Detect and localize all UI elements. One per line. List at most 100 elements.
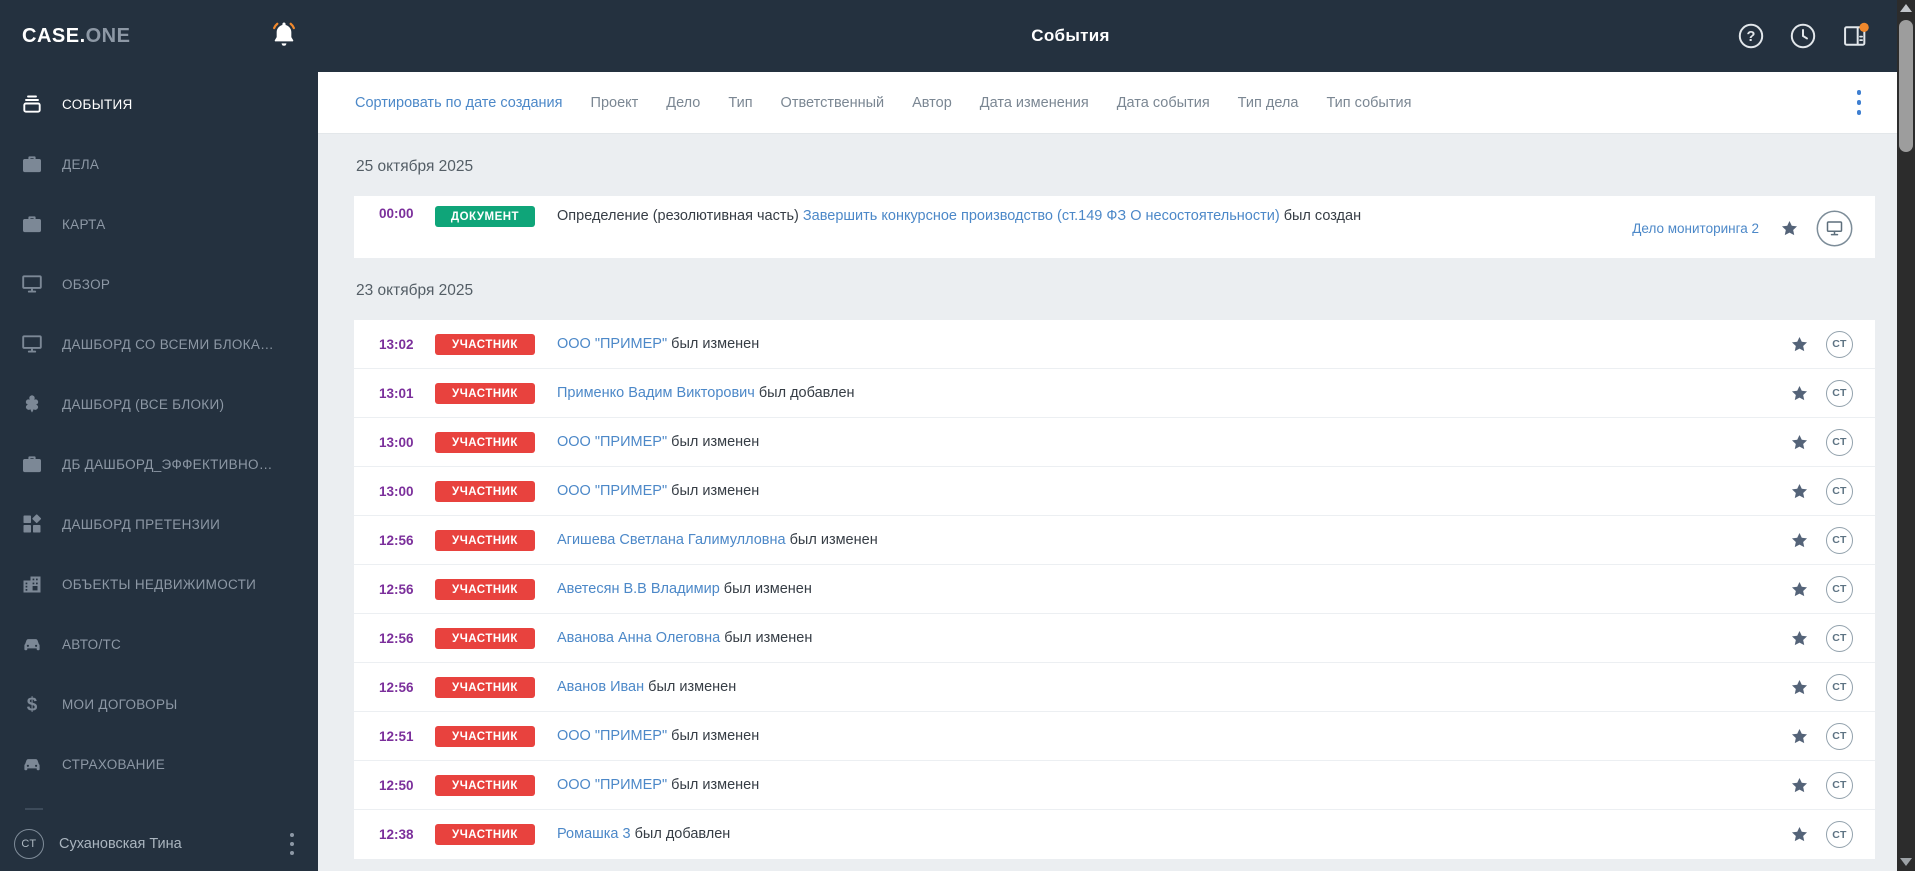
filter-1[interactable]: Дело [666,94,701,111]
author-avatar[interactable]: СТ [1826,821,1853,848]
help-icon[interactable]: ? [1737,22,1765,50]
notifications-bell-icon[interactable] [268,19,300,51]
event-entity-link[interactable]: ООО "ПРИМЕР" [557,727,668,744]
event-entity-link[interactable]: Агишева Светлана Галимулловна [557,531,786,548]
event-time: 12:56 [379,630,414,646]
author-avatar[interactable]: СТ [1826,526,1853,554]
event-text: Аванова Анна Олеговна был изменен [557,629,813,646]
event-entity-link[interactable]: Завершить конкурсное производство (ст.14… [802,208,1280,224]
author-avatar[interactable]: СТ [1826,330,1853,358]
star-icon[interactable] [1789,726,1810,747]
star-icon[interactable] [1779,218,1800,239]
star-icon[interactable] [1789,677,1810,698]
event-text: ООО "ПРИМЕР" был изменен [557,482,760,499]
author-avatar[interactable]: СТ [1826,673,1853,701]
history-clock-icon[interactable] [1789,22,1817,50]
brand-primary: CASE. [22,24,86,47]
author-avatar[interactable]: СТ [1826,477,1853,505]
event-text: ООО "ПРИМЕР" был изменен [557,433,760,450]
scroll-down-arrow-icon[interactable] [1900,858,1912,866]
sidebar-item-dashboard-all-blocks-2[interactable]: ДАШБОРД (ВСЕ БЛОКИ) [0,374,318,434]
event-time: 12:56 [379,581,414,597]
event-row[interactable]: 00:00 ДОКУМЕНТ Определение (резолютивная… [354,196,1875,258]
event-type-badge: УЧАСТНИК [435,725,535,747]
filter-7[interactable]: Тип дела [1237,94,1299,111]
star-icon[interactable] [1789,824,1810,845]
sidebar-item-label: МОИ ДОГОВОРЫ [62,696,178,712]
event-row[interactable]: 12:56 УЧАСТНИК Агишева Светлана Галимулл… [354,516,1875,565]
event-entity-link[interactable]: Аветесян В.В Владимир [557,580,720,597]
vertical-scrollbar[interactable] [1897,0,1915,871]
scrollbar-thumb[interactable] [1899,20,1913,152]
sidebar-item-my-contracts[interactable]: $ МОИ ДОГОВОРЫ [0,674,318,734]
event-entity-link[interactable]: ООО "ПРИМЕР" [557,776,668,793]
user-menu[interactable]: СТ Сухановская Тина [0,828,318,859]
sort-by-creation-date-link[interactable]: Сортировать по дате создания [355,94,563,111]
filter-6[interactable]: Дата события [1116,94,1210,111]
filter-8[interactable]: Тип события [1326,94,1412,111]
sidebar-item-map[interactable]: КАРТА [0,194,318,254]
event-row[interactable]: 13:00 УЧАСТНИК ООО "ПРИМЕР" был изменен … [354,467,1875,516]
filter-0[interactable]: Проект [590,94,639,111]
event-row[interactable]: 12:56 УЧАСТНИК Аванова Анна Олеговна был… [354,614,1875,663]
event-row[interactable]: 12:56 УЧАСТНИК Аветесян В.В Владимир был… [354,565,1875,614]
author-avatar[interactable]: СТ [1826,722,1853,750]
sidebar-item-label: ДБ ДАШБОРД_ЭФФЕКТИВНО… [62,456,273,472]
event-row[interactable]: 12:50 УЧАСТНИК ООО "ПРИМЕР" был изменен … [354,761,1875,810]
author-avatar[interactable]: СТ [1826,575,1853,603]
scroll-up-arrow-icon[interactable] [1900,4,1912,12]
event-entity-link[interactable]: Ромашка 3 [557,826,631,842]
filter-2[interactable]: Тип [728,94,753,111]
event-row[interactable]: 12:51 УЧАСТНИК ООО "ПРИМЕР" был изменен … [354,712,1875,761]
event-row[interactable]: 12:56 УЧАСТНИК Аванов Иван был изменен С… [354,663,1875,712]
event-row[interactable]: 12:38 УЧАСТНИК Ромашка 3 был добавлен СТ [354,810,1875,859]
monitoring-icon[interactable] [1816,210,1853,247]
star-icon[interactable] [1789,530,1810,551]
star-icon[interactable] [1789,628,1810,649]
sidebar-item-db-dashboard-efficiency[interactable]: ДБ ДАШБОРД_ЭФФЕКТИВНО… [0,434,318,494]
event-entity-link[interactable]: ООО "ПРИМЕР" [557,433,668,450]
event-entity-link[interactable]: Аванова Анна Олеговна [557,629,721,646]
event-row[interactable]: 13:00 УЧАСТНИК ООО "ПРИМЕР" был изменен … [354,418,1875,467]
sidebar-item-overview[interactable]: ОБЗОР [0,254,318,314]
author-avatar[interactable]: СТ [1826,771,1853,799]
star-icon[interactable] [1789,432,1810,453]
sidebar-item-real-estate[interactable]: ОБЪЕКТЫ НЕДВИЖИМОСТИ [0,554,318,614]
briefcase-icon [19,211,45,237]
sidebar-item-auto[interactable]: АВТО/ТС [0,614,318,674]
star-icon[interactable] [1789,481,1810,502]
event-text: Аветесян В.В Владимир был изменен [557,580,812,597]
author-avatar[interactable]: СТ [1826,379,1853,407]
sidebar-item-cases[interactable]: ДЕЛА [0,134,318,194]
filter-3[interactable]: Ответственный [780,94,885,111]
user-menu-kebab-icon[interactable] [284,828,300,859]
event-row-actions: СТ [1789,477,1853,505]
event-row[interactable]: 13:02 УЧАСТНИК ООО "ПРИМЕР" был изменен … [354,320,1875,369]
author-avatar[interactable]: СТ [1826,624,1853,652]
sidebar-item-events[interactable]: СОБЫТИЯ [0,74,318,134]
event-entity-link[interactable]: ООО "ПРИМЕР" [557,482,668,499]
author-avatar[interactable]: СТ [1826,428,1853,456]
event-entity-link[interactable]: Применко Вадим Викторович [557,384,755,401]
sidebar-item-label: ДАШБОРД ПРЕТЕНЗИИ [62,516,221,532]
event-entity-link[interactable]: ООО "ПРИМЕР" [557,335,668,352]
panel-toggle-icon[interactable] [1841,22,1869,50]
sidebar-item-dashboard-all-blocks-1[interactable]: ДАШБОРД СО ВСЕМИ БЛОКА… [0,314,318,374]
filter-4[interactable]: Автор [912,94,952,111]
sidebar-item-dashboard-claims[interactable]: ДАШБОРД ПРЕТЕНЗИИ [0,494,318,554]
star-icon[interactable] [1789,579,1810,600]
event-type-badge: ДОКУМЕНТ [435,206,535,227]
dollar-icon: $ [19,691,45,717]
dashboard-icon [19,511,45,537]
star-icon[interactable] [1789,775,1810,796]
case-link[interactable]: Дело мониторинга 2 [1632,220,1759,236]
star-icon[interactable] [1789,383,1810,404]
event-time: 13:02 [379,336,414,352]
event-entity-link[interactable]: Аванов Иван [557,678,645,695]
event-row[interactable]: 13:01 УЧАСТНИК Применко Вадим Викторович… [354,369,1875,418]
sidebar-item-insurance[interactable]: СТРАХОВАНИЕ [0,734,318,794]
star-icon[interactable] [1789,334,1810,355]
filterbar-kebab-icon[interactable] [1851,85,1868,119]
filter-5[interactable]: Дата изменения [979,94,1089,111]
app-logo[interactable]: CASE.ONE [22,25,130,48]
